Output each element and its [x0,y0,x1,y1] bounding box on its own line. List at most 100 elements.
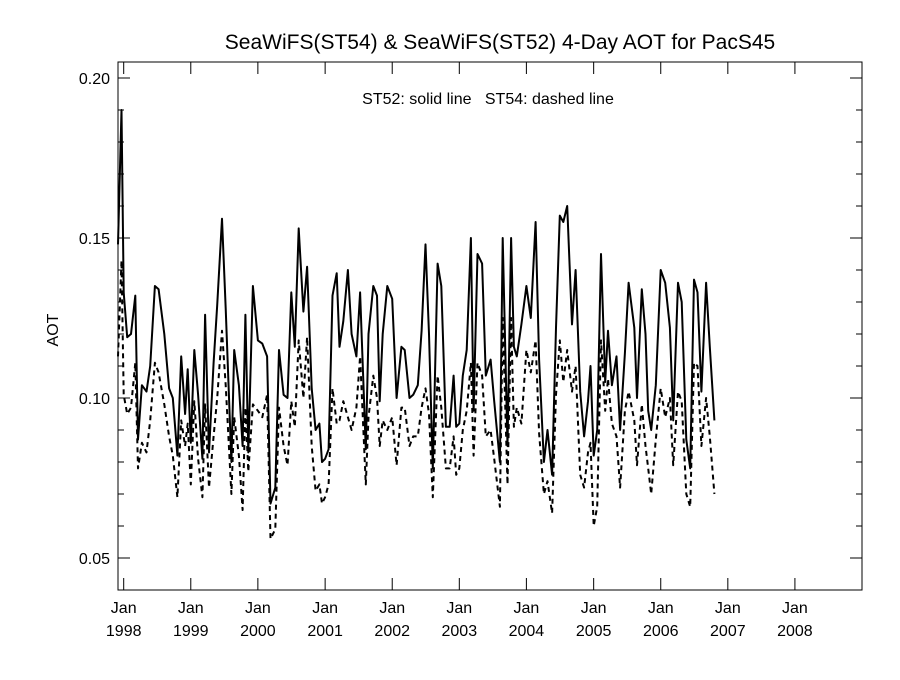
data-point-st54 [555,394,557,396]
data-point-st54 [462,429,464,431]
data-point-st54 [187,422,189,424]
data-point-st54 [379,445,381,447]
data-point-st52 [355,355,357,357]
data-point-st54 [372,374,374,376]
data-point-st54 [286,464,288,466]
data-point-st54 [391,416,393,418]
y-tick-label: 0.20 [79,71,110,88]
data-point-st54 [713,493,715,495]
data-point-st54 [278,406,280,408]
data-point-st52 [154,285,156,287]
data-point-st52 [502,237,504,239]
data-point-st52 [157,288,159,290]
data-point-st52 [589,365,591,367]
data-point-st52 [713,419,715,421]
data-point-st54 [672,464,674,466]
y-tick-label: 0.05 [79,551,110,568]
data-point-st54 [266,394,268,396]
data-point-st54 [655,438,657,440]
data-point-st54 [257,410,259,412]
data-point-st52 [534,221,536,223]
data-point-st54 [154,362,156,364]
data-point-st52 [314,429,316,431]
x-tick-month-label: Jan [245,600,271,617]
data-point-st54 [408,445,410,447]
x-tick-month-label: Jan [379,600,405,617]
data-point-st52 [372,285,374,287]
data-point-st54 [311,445,313,447]
data-point-st52 [546,429,548,431]
data-point-st52 [493,400,495,402]
data-point-st54 [571,390,573,392]
data-point-st54 [412,435,414,437]
data-point-st54 [633,419,635,421]
data-point-st54 [624,410,626,412]
y-axis-label: AOT [45,313,62,346]
data-point-st54 [400,406,402,408]
data-point-st54 [589,442,591,444]
data-point-st52 [306,266,308,268]
data-point-st54 [600,339,602,341]
data-point-st54 [216,397,218,399]
data-point-st54 [705,397,707,399]
data-point-st54 [180,419,182,421]
data-point-st52 [449,426,451,428]
data-point-st54 [157,371,159,373]
data-point-st54 [230,493,232,495]
data-point-st54 [502,317,504,319]
data-point-st54 [440,406,442,408]
data-point-st54 [208,486,210,488]
data-point-st54 [238,454,240,456]
data-point-st54 [141,442,143,444]
x-tick-month-label: Jan [111,600,137,617]
data-point-st54 [212,435,214,437]
data-point-st54 [685,493,687,495]
line-style-annotation: ST52: solid line ST54: dashed line [362,91,614,108]
data-point-st54 [365,483,367,485]
data-point-st54 [489,429,491,431]
data-point-st52 [176,454,178,456]
data-point-st52 [489,358,491,360]
data-point-st54 [681,400,683,402]
data-point-st54 [318,483,320,485]
data-point-st52 [440,285,442,287]
data-point-st52 [386,285,388,287]
data-point-st52 [350,333,352,335]
data-point-st52 [579,390,581,392]
data-point-st52 [163,333,165,335]
data-point-st54 [551,512,553,514]
data-point-st52 [709,346,711,348]
data-point-st54 [566,349,568,351]
data-point-st52 [379,400,381,402]
data-point-st52 [318,422,320,424]
data-point-st54 [420,406,422,408]
data-point-st52 [336,272,338,274]
data-point-st52 [225,307,227,309]
x-tick-month-label: Jan [581,600,607,617]
data-point-st52 [145,390,147,392]
data-point-st54 [395,464,397,466]
data-point-st54 [534,339,536,341]
data-point-st52 [655,384,657,386]
data-point-st54 [386,429,388,431]
data-point-st52 [615,355,617,357]
series-line-st54 [117,259,716,540]
data-point-st52 [141,384,143,386]
data-point-st54 [458,467,460,469]
data-point-st54 [596,506,598,508]
data-point-st54 [417,435,419,437]
data-point-st52 [404,349,406,351]
x-tick-year-label: 2002 [374,623,410,640]
y-axis: 0.05 0.10 0.15 0.20 [79,71,862,591]
data-point-st54 [587,451,589,453]
data-point-st54 [627,390,629,392]
x-tick-month-label: Jan [178,600,204,617]
data-point-st52 [395,397,397,399]
data-point-st52 [660,269,662,271]
data-point-st52 [168,387,170,389]
data-point-st52 [445,426,447,428]
plot-frame [117,61,863,591]
data-point-st52 [190,442,192,444]
data-point-st52 [600,253,602,255]
data-point-st52 [376,294,378,296]
